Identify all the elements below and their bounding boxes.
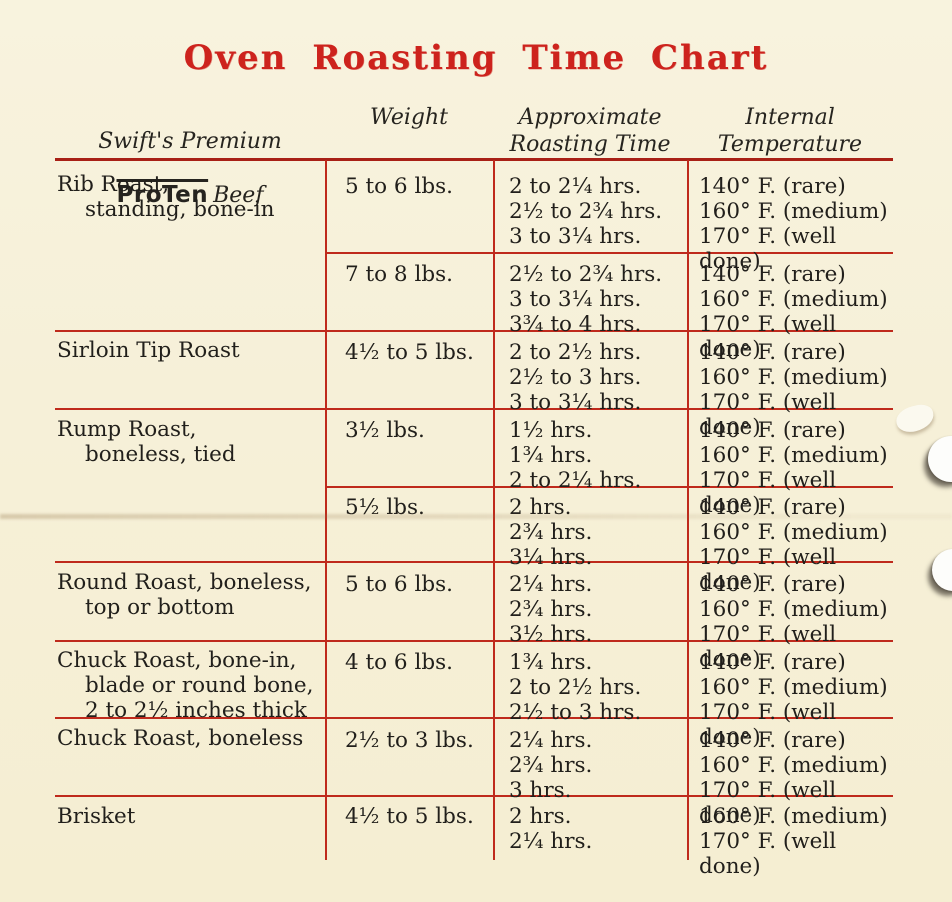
cut-name-sirloin-tip-roast: Sirloin Tip Roast <box>57 338 240 363</box>
internal-temp-cell: 140° F. (rare) 160° F. (medium) 170° F. … <box>699 495 888 595</box>
group-rule-chuck-bone-in <box>55 640 893 642</box>
cut-name-chuck-roast-boneless: Chuck Roast, boneless <box>57 726 304 751</box>
vertical-rule-2 <box>493 160 495 860</box>
group-rule-brisket <box>55 795 893 797</box>
roasting-time-cell: 2½ to 2¾ hrs. 3 to 3¼ hrs. 3¾ to 4 hrs. <box>509 262 663 337</box>
weight-cell: 4 to 6 lbs. <box>345 650 453 675</box>
cut-name-rump-roast: Rump Roast, boneless, tied <box>57 417 236 467</box>
weight-cell: 5½ lbs. <box>345 495 425 520</box>
roasting-time-cell: 2 hrs. 2¼ hrs. <box>509 804 593 854</box>
cut-name-round-roast: Round Roast, boneless, top or bottom <box>57 570 312 620</box>
internal-temp-cell: 140° F. (rare) 160° F. (medium) 170° F. … <box>699 262 888 362</box>
brand-logo-line: ProTen Beef <box>55 182 325 209</box>
cut-name-brisket: Brisket <box>57 804 136 829</box>
group-rule-sirloin <box>55 330 893 332</box>
internal-temp-cell: 140° F. (rare) 160° F. (medium) 170° F. … <box>699 418 888 518</box>
paper-tear-chip <box>893 401 937 436</box>
internal-temp-cell: 140° F. (rare) 160° F. (medium) 170° F. … <box>699 340 888 440</box>
vertical-rule-3 <box>687 160 689 860</box>
weight-cell: 4½ to 5 lbs. <box>345 340 474 365</box>
column-header-roasting-time: Approximate Roasting Time <box>509 105 671 157</box>
subrow-rule-rib <box>325 252 893 254</box>
roasting-time-cell: 2 hrs. 2¾ hrs. 3¼ hrs. <box>509 495 593 570</box>
paper-crease <box>0 514 952 519</box>
cut-name-chuck-roast-bone-in: Chuck Roast, bone-in, blade or round bon… <box>57 648 314 723</box>
subrow-rule-rump <box>325 486 893 488</box>
roasting-time-cell: 2 to 2¼ hrs. 2½ to 2¾ hrs. 3 to 3¼ hrs. <box>509 174 663 249</box>
weight-cell: 5 to 6 lbs. <box>345 572 453 597</box>
weight-cell: 5 to 6 lbs. <box>345 174 453 199</box>
column-header-weight: Weight <box>370 105 448 130</box>
brand-name: Swift's Premium <box>98 129 282 154</box>
weight-cell: 2½ to 3 lbs. <box>345 728 474 753</box>
internal-temp-cell: 140° F. (rare) 160° F. (medium) 170° F. … <box>699 572 888 672</box>
group-rule-chuck-boneless <box>55 717 893 719</box>
brand-header: Swift's Premium ProTen Beef <box>55 101 325 236</box>
internal-temp-cell: 140° F. (rare) 160° F. (medium) 170° F. … <box>699 728 888 828</box>
punch-hole <box>928 436 952 482</box>
header-rule <box>55 158 893 161</box>
weight-cell: 3½ lbs. <box>345 418 425 443</box>
weight-cell: 4½ to 5 lbs. <box>345 804 474 829</box>
roasting-time-cell: 1½ hrs. 1¾ hrs. 2 to 2¼ hrs. <box>509 418 642 493</box>
page-title: Oven Roasting Time Chart <box>183 38 769 78</box>
brand-suffix: Beef <box>213 183 264 208</box>
internal-temp-cell: 140° F. (rare) 160° F. (medium) 170° F. … <box>699 174 888 274</box>
column-header-internal-temperature: Internal Temperature <box>717 105 863 157</box>
group-rule-rump <box>55 408 893 410</box>
punch-hole <box>932 549 952 591</box>
roasting-time-cell: 1¾ hrs. 2 to 2½ hrs. 2½ to 3 hrs. <box>509 650 642 725</box>
cut-name-rib-roast: Rib Roast, standing, bone-in <box>57 172 275 222</box>
roasting-time-cell: 2¼ hrs. 2¾ hrs. 3½ hrs. <box>509 572 593 647</box>
proten-logo: ProTen <box>116 182 209 208</box>
internal-temp-cell: 140° F. (rare) 160° F. (medium) 170° F. … <box>699 650 888 750</box>
weight-cell: 7 to 8 lbs. <box>345 262 453 287</box>
internal-temp-cell: 160° F. (medium) 170° F. (well done) <box>699 804 888 879</box>
vertical-rule-1 <box>325 160 327 860</box>
group-rule-round <box>55 561 893 563</box>
roasting-time-cell: 2 to 2½ hrs. 2½ to 3 hrs. 3 to 3¼ hrs. <box>509 340 642 415</box>
roasting-time-cell: 2¼ hrs. 2¾ hrs. 3 hrs. <box>509 728 593 803</box>
